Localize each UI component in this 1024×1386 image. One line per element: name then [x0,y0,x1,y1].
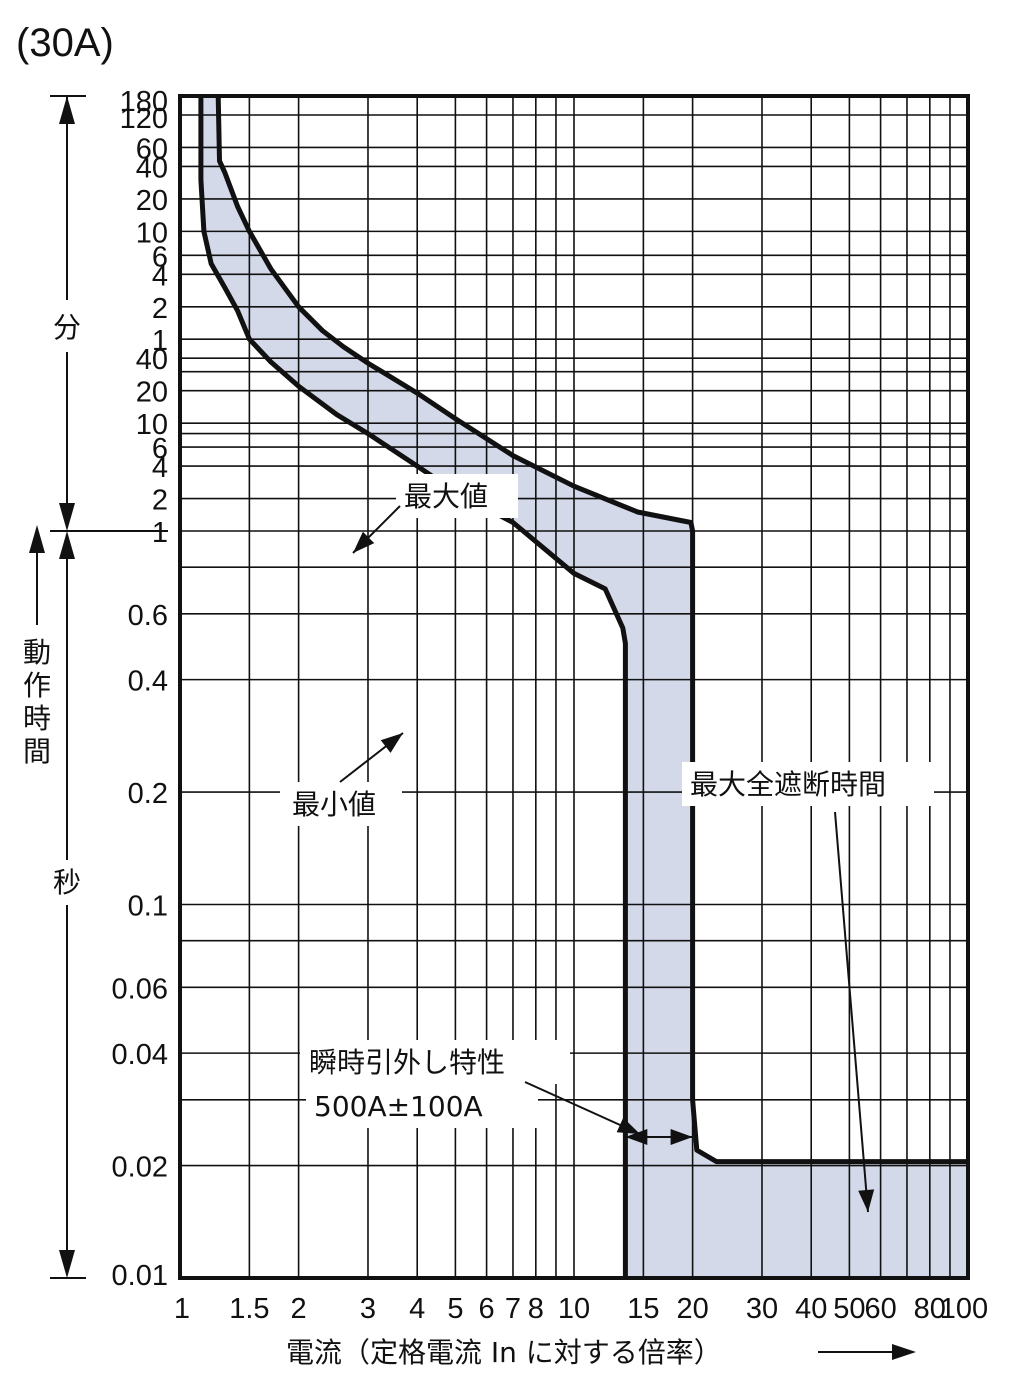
arrow-up-icon [59,96,75,124]
x-tick-label: 40 [795,1293,827,1325]
y-tick-label: 2 [152,293,168,325]
x-axis-arrow [818,1344,916,1360]
series-line-min [198,96,628,1278]
y-axis-label: 動作時間 [23,636,51,768]
arrow-head-icon [353,531,375,553]
x-tick-label: 15 [627,1293,659,1325]
band-area [200,96,968,1278]
y-tick-label: 20 [136,377,168,409]
y-tick-label: 4 [152,260,168,292]
arrow-head-icon [380,733,403,753]
x-tick-label: 10 [558,1293,590,1325]
x-tick-label: 100 [940,1293,988,1325]
x-tick-label: 20 [676,1293,708,1325]
y-tick-label: 10 [136,409,168,441]
x-tick-label: 1.5 [229,1293,269,1325]
grid [180,96,968,1278]
x-tick-label: 60 [864,1293,896,1325]
y-tick-label: 0.6 [128,600,168,632]
plot-frame [178,94,970,1280]
series-line-max [215,95,968,1165]
x-tick-label: 30 [746,1293,778,1325]
chart-title: (30A) [16,21,114,65]
y-tick-label: 180 [120,86,168,118]
max-total-break-time-label: 最大全遮断時間 [690,768,886,801]
instantaneous-trip-range: 500A±100A [314,1090,483,1123]
y-tick-label: 0.04 [112,1039,168,1071]
x-tick-label: 50 [833,1293,865,1325]
arrow-down-icon [59,1250,75,1278]
max-value-label: 最大値 [404,480,488,513]
y-tick-label: 20 [136,185,168,217]
y-tick-label: 1 [152,517,168,549]
seconds-unit-label: 秒 [53,866,81,899]
minutes-unit-label: 分 [53,311,81,344]
y-axis-annotation: 分秒 動作時間 [23,95,168,1279]
x-tick-label: 2 [291,1293,307,1325]
label-background [300,1040,570,1084]
instantaneous-trip-label: 瞬時引外し特性 [309,1046,505,1079]
label-background [280,782,402,826]
x-tick-label: 5 [447,1293,463,1325]
y-tick-label: 0.02 [112,1152,168,1184]
x-tick-label: 8 [528,1293,544,1325]
y-tick-label: 4 [152,452,168,484]
y-tick-label: 0.1 [128,891,168,923]
x-axis-label: 電流（定格電流 In に対する倍率） [286,1336,722,1369]
y-tick-label: 2 [152,485,168,517]
y-tick-label: 6 [152,433,168,465]
arrow-left-icon [625,1129,648,1145]
y-tick-label: 10 [136,217,168,249]
y-tick-label: 40 [136,152,168,184]
y-tick-label: 0.4 [128,666,168,698]
y-tick-label: 0.01 [112,1260,168,1292]
y-tick-label: 40 [136,344,168,376]
y-tick-label: 60 [136,133,168,165]
arrow-head-icon [616,1117,640,1134]
y-tick-label: 0.06 [112,973,168,1005]
x-tick-label: 6 [479,1293,495,1325]
y-tick-labels: 18012060402010642140201064210.60.40.20.1… [112,86,168,1292]
min-value-label: 最小値 [292,788,376,821]
y-tick-label: 0.2 [128,778,168,810]
arrow-head-icon [858,1189,875,1212]
arrow-right-icon [892,1344,916,1360]
arrow-right-icon [670,1129,693,1145]
tolerance-band [200,96,968,1278]
y-tick-label: 1 [152,325,168,357]
series-lines [198,95,968,1278]
x-tick-label: 7 [505,1293,521,1325]
x-tick-label: 1 [174,1293,190,1325]
arrow-down-icon [59,503,75,531]
x-tick-label: 80 [914,1293,946,1325]
arrow-up-icon [29,525,45,553]
label-background [306,1084,538,1128]
x-tick-label: 3 [360,1293,376,1325]
arrow-up-icon [59,531,75,559]
x-tick-label: 4 [409,1293,425,1325]
y-tick-label: 120 [120,103,168,135]
label-background [396,474,518,518]
max-total-break-time-pointer [834,811,869,1213]
label-background [682,762,934,806]
y-tick-label: 6 [152,241,168,273]
